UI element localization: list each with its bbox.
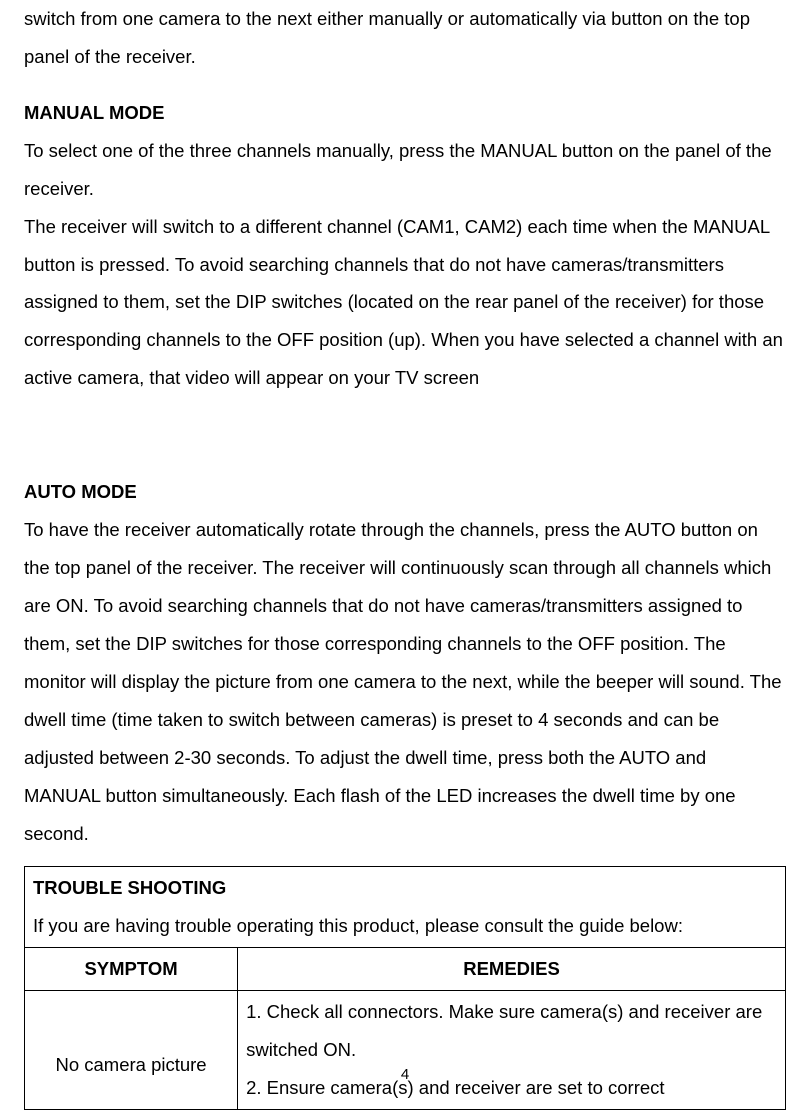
table-row: SYMPTOM REMEDIES [25,948,786,991]
symptom-cell: No camera picture [25,991,238,1110]
page-number: 4 [0,1066,810,1083]
troubleshooting-header-cell: TROUBLE SHOOTING If you are having troub… [25,867,786,948]
auto-mode-heading: AUTO MODE [24,473,786,511]
column-header-symptom: SYMPTOM [25,948,238,991]
auto-mode-p1: To have the receiver automatically rotat… [24,511,786,852]
remedy-line-1: 1. Check all connectors. Make sure camer… [246,1001,762,1060]
troubleshooting-subtitle: If you are having trouble operating this… [33,915,683,936]
table-row: TROUBLE SHOOTING If you are having troub… [25,867,786,948]
column-header-remedies: REMEDIES [238,948,786,991]
troubleshooting-title: TROUBLE SHOOTING [33,877,226,898]
intro-text: switch from one camera to the next eithe… [24,0,786,76]
remedies-cell: 1. Check all connectors. Make sure camer… [238,991,786,1110]
spacer [24,397,786,473]
manual-mode-p2: The receiver will switch to a different … [24,208,786,398]
table-row: No camera picture 1. Check all connector… [25,991,786,1110]
spacer [24,76,786,94]
manual-mode-heading: MANUAL MODE [24,94,786,132]
manual-mode-p1: To select one of the three channels manu… [24,132,786,208]
